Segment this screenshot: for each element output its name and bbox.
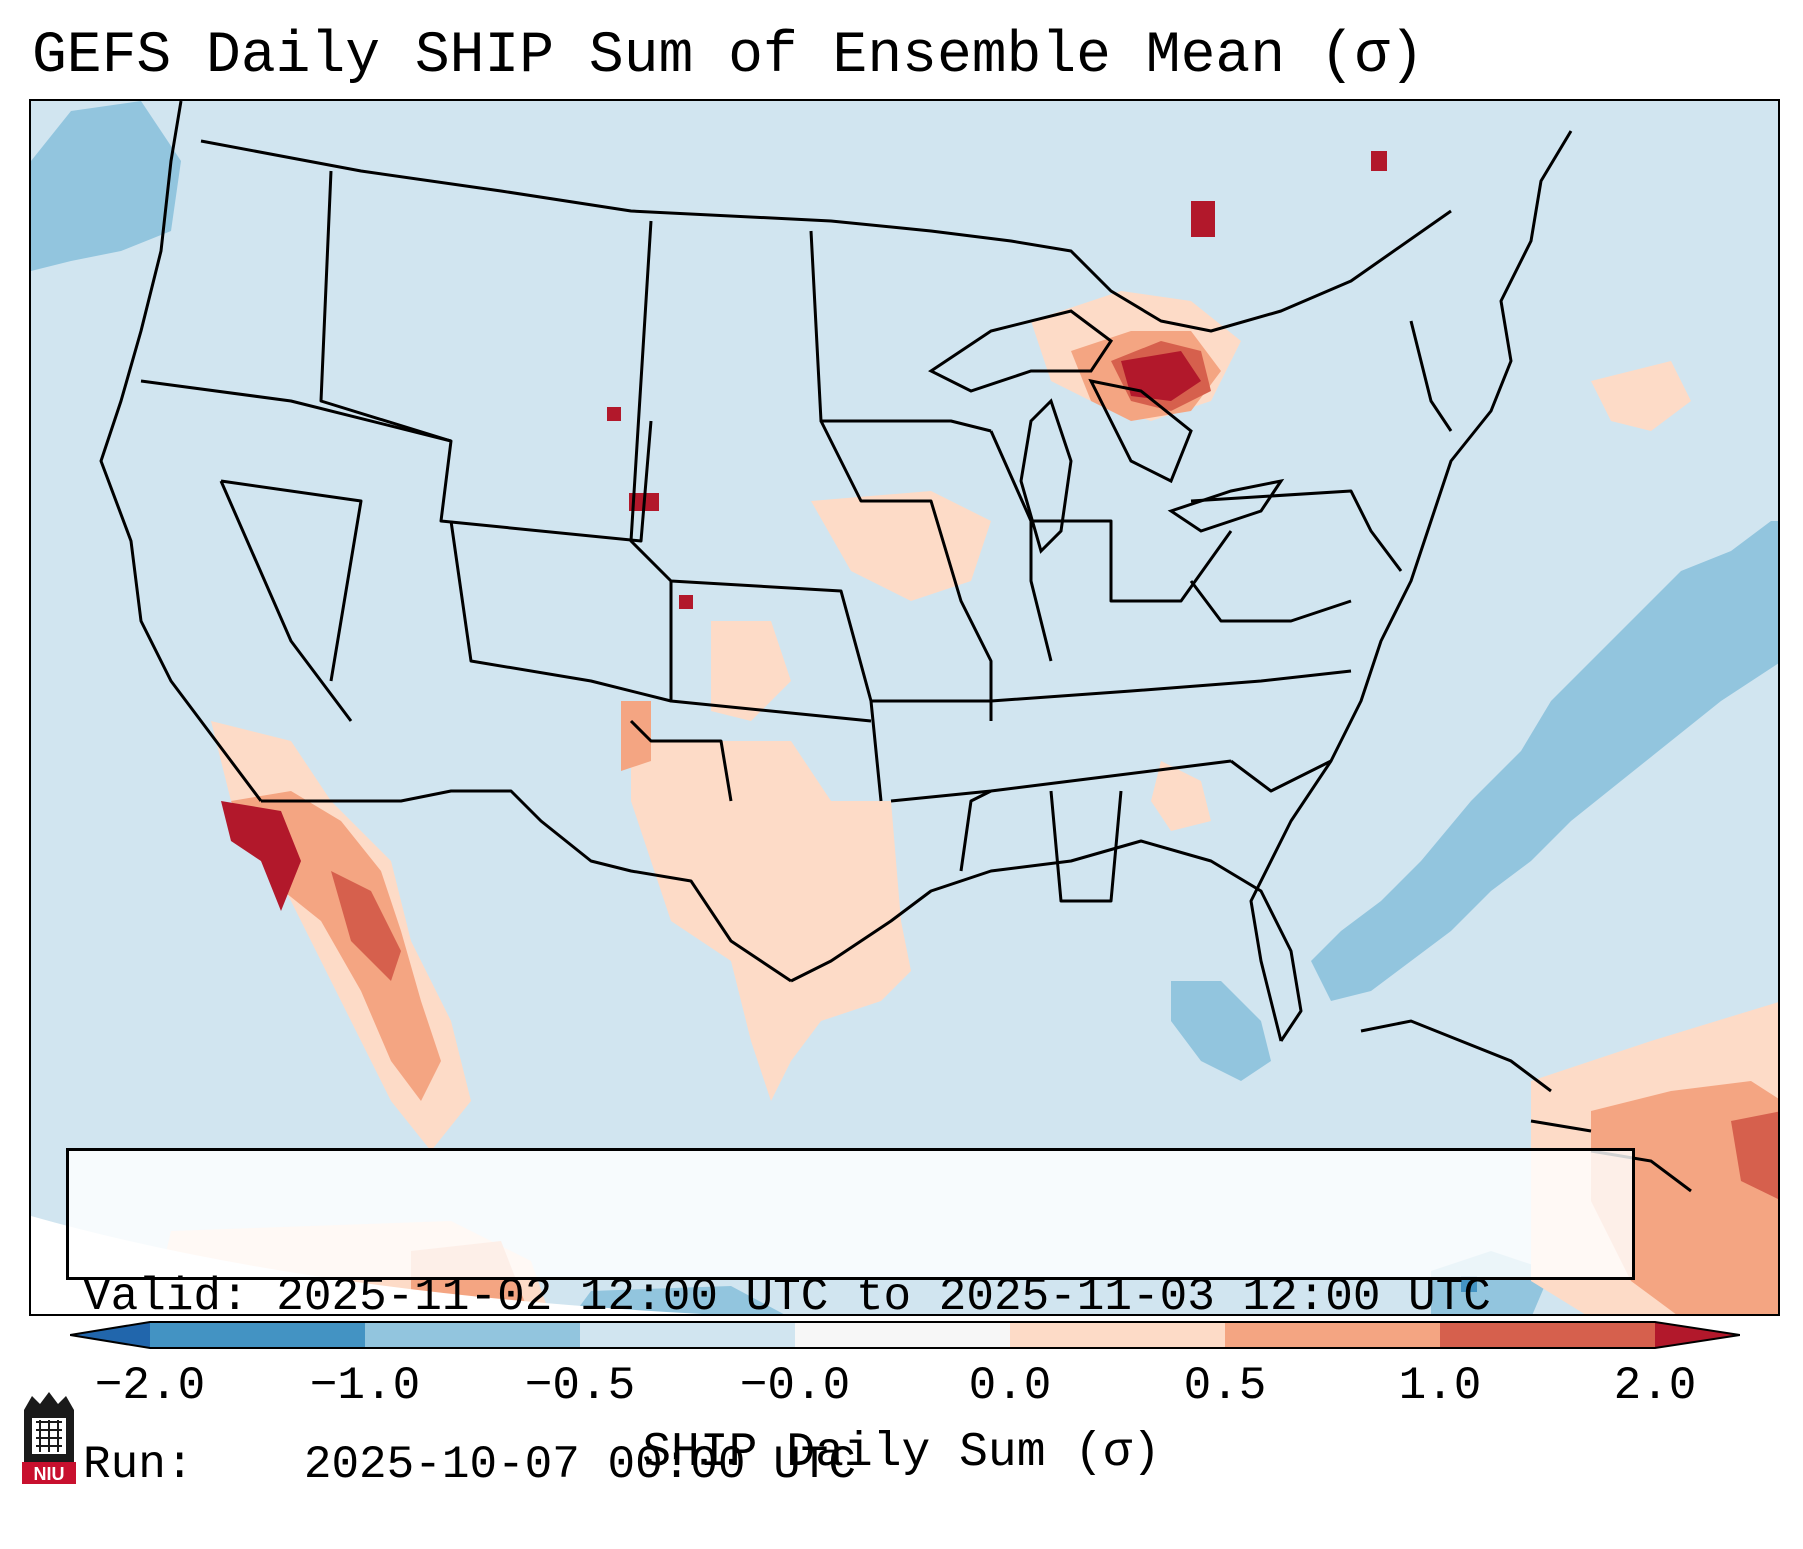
colorbar-bin <box>150 1322 365 1348</box>
colorbar-tick-label: −2.0 <box>94 1360 206 1412</box>
colorbar-tick-label: 2.0 <box>1613 1360 1697 1412</box>
map-background <box>31 101 1778 1314</box>
colorbar-bin <box>1225 1322 1440 1348</box>
colorbar <box>70 1321 1740 1349</box>
colorbar-bin <box>580 1322 795 1348</box>
colorbar-bin <box>365 1322 580 1348</box>
chart-title: GEFS Daily SHIP Sum of Ensemble Mean (σ) <box>32 24 1425 89</box>
colorbar-tick-label: −0.5 <box>524 1360 636 1412</box>
great-lakes <box>928 309 1285 554</box>
colorbar-tick-label: 1.0 <box>1398 1360 1482 1412</box>
strong-negative-specks <box>1461 1276 1477 1292</box>
run-line: Run: 2025-10-07 00:00 UTC <box>83 1437 1618 1493</box>
niu-logo: NIU <box>22 1392 76 1484</box>
map-panel <box>29 99 1780 1316</box>
colorbar-over-arrow <box>1655 1322 1740 1348</box>
run-value: 2025-10-07 00:00 UTC <box>303 1439 856 1491</box>
valid-value: 2025-11-02 12:00 UTC to 2025-11-03 12:00… <box>276 1271 1491 1323</box>
colorbar-bin <box>795 1322 1010 1348</box>
colorbar-tick-label: 0.0 <box>968 1360 1052 1412</box>
colorbar-bin <box>1010 1322 1225 1348</box>
colorbar-tick-label: 0.5 <box>1183 1360 1267 1412</box>
colorbar-outline <box>70 1321 1740 1349</box>
map-canvas <box>31 101 1778 1314</box>
negative-anomaly-areas <box>31 101 1778 1314</box>
extreme-positive-areas <box>221 151 1387 911</box>
colorbar-bin <box>1440 1322 1655 1348</box>
valid-line: Valid: 2025-11-02 12:00 UTC to 2025-11-0… <box>83 1269 1618 1325</box>
outside-domain-sw <box>31 1216 703 1314</box>
valid-run-info-box: Valid: 2025-11-02 12:00 UTC to 2025-11-0… <box>66 1148 1635 1491</box>
valid-label: Valid: <box>83 1271 249 1323</box>
run-label: Run: <box>83 1439 194 1491</box>
colorbar-label: SHIP Daily Sum (σ) <box>642 1426 1161 1480</box>
colorbar-tick-label: −1.0 <box>309 1360 421 1412</box>
logo-text: NIU <box>34 1464 65 1484</box>
colorbar-tick-label: −0.0 <box>739 1360 851 1412</box>
colorbar-under-arrow <box>70 1322 150 1348</box>
